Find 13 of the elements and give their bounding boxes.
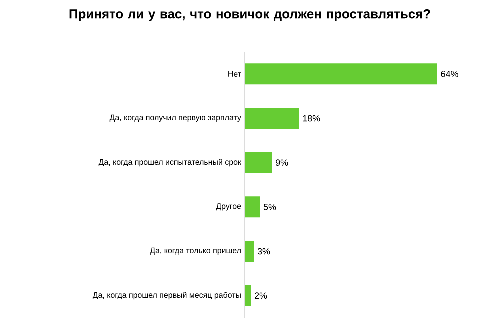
data-label: 9% — [276, 160, 288, 166]
data-label: 2% — [254, 292, 268, 299]
data-label: 3% — [258, 248, 270, 255]
data-label: 18% — [303, 115, 320, 122]
bar — [245, 152, 272, 174]
data-label: 64% — [441, 70, 458, 78]
chart-title: Принято ли у вас, что новичок должен проставляться? — [70, 10, 430, 22]
bar — [245, 64, 438, 85]
bar — [245, 241, 254, 262]
bar — [245, 196, 260, 218]
bar — [245, 285, 252, 306]
bar — [245, 108, 300, 130]
data-label: 5% — [264, 204, 276, 210]
